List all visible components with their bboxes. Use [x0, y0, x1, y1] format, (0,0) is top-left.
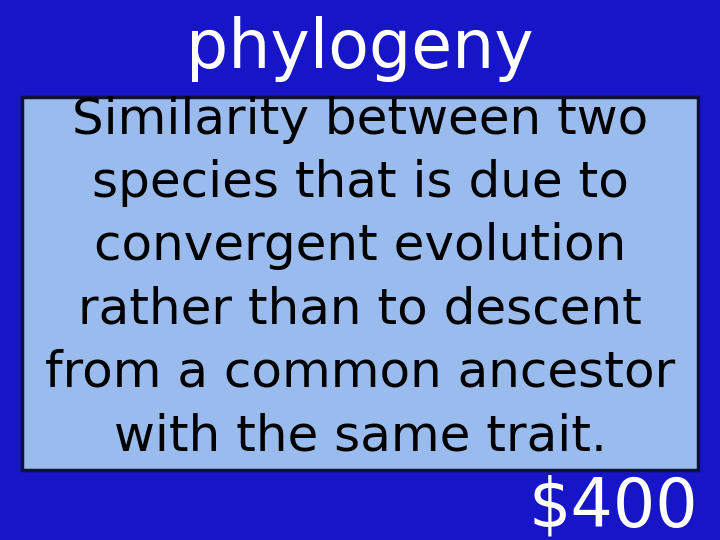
Bar	[22, 97, 698, 470]
Text: phylogeny: phylogeny	[186, 16, 534, 82]
Text: Similarity between two
species that is due to
convergent evolution
rather than t: Similarity between two species that is d…	[45, 96, 675, 460]
Text: $400: $400	[528, 475, 698, 540]
